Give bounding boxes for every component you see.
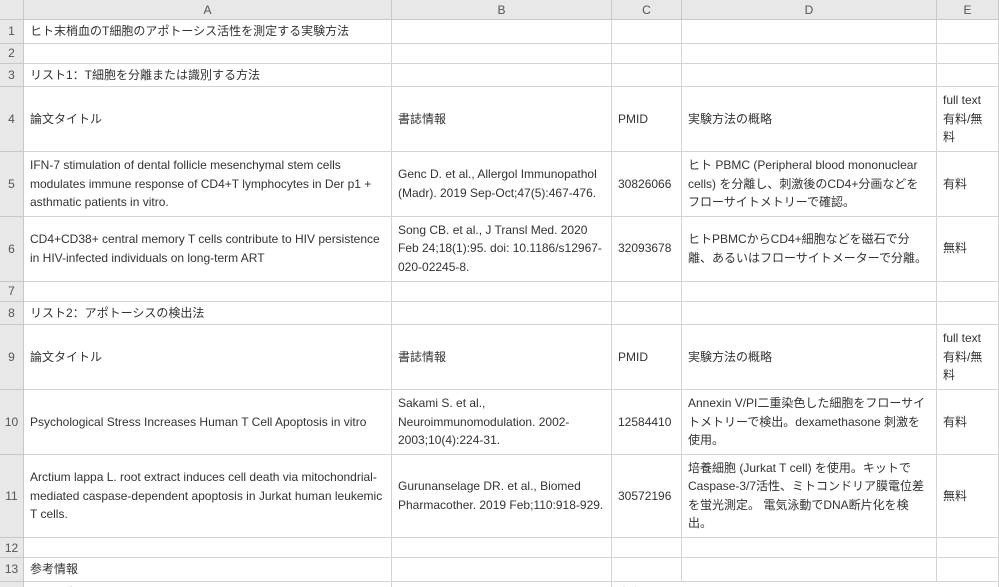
- cell[interactable]: 無料: [937, 217, 999, 282]
- cell[interactable]: [392, 558, 612, 582]
- row-header[interactable]: 4: [0, 87, 24, 152]
- cell[interactable]: [682, 538, 937, 558]
- cell[interactable]: [392, 20, 612, 44]
- cell[interactable]: [612, 538, 682, 558]
- column-header-b[interactable]: B: [392, 0, 612, 20]
- corner-cell[interactable]: [0, 0, 24, 20]
- column-header-a[interactable]: A: [24, 0, 392, 20]
- cell[interactable]: PMID: [612, 87, 682, 152]
- cell[interactable]: Arctium lappa L. root extract induces ce…: [24, 455, 392, 538]
- cell[interactable]: [682, 282, 937, 302]
- row-header[interactable]: 5: [0, 152, 24, 217]
- cell[interactable]: Genc D. et al., Allergol Immunopathol (M…: [392, 152, 612, 217]
- cell[interactable]: リスト1：T細胞を分離または識別する方法: [24, 64, 392, 88]
- cell[interactable]: サイト名: [24, 582, 392, 587]
- cell[interactable]: 内容: [612, 582, 999, 587]
- cell[interactable]: URL: [392, 582, 612, 587]
- cell[interactable]: [937, 44, 999, 64]
- row-header[interactable]: 11: [0, 455, 24, 538]
- cell[interactable]: 有料: [937, 390, 999, 455]
- cell[interactable]: [937, 538, 999, 558]
- row-header[interactable]: 10: [0, 390, 24, 455]
- cell[interactable]: [682, 302, 937, 326]
- cell[interactable]: PMID: [612, 325, 682, 390]
- cell[interactable]: 実験方法の概略: [682, 325, 937, 390]
- cell[interactable]: 参考情報: [24, 558, 392, 582]
- cell[interactable]: [24, 44, 392, 64]
- cell[interactable]: 書誌情報: [392, 87, 612, 152]
- row-header[interactable]: 6: [0, 217, 24, 282]
- cell[interactable]: [612, 302, 682, 326]
- cell[interactable]: 12584410: [612, 390, 682, 455]
- row-header[interactable]: 9: [0, 325, 24, 390]
- column-header-e[interactable]: E: [937, 0, 999, 20]
- row-header[interactable]: 7: [0, 282, 24, 302]
- cell[interactable]: Psychological Stress Increases Human T C…: [24, 390, 392, 455]
- cell[interactable]: 培養細胞 (Jurkat T cell) を使用。キットでCaspase-3/7…: [682, 455, 937, 538]
- cell[interactable]: [392, 282, 612, 302]
- cell[interactable]: [392, 44, 612, 64]
- cell[interactable]: Annexin V/PI二重染色した細胞をフローサイトメトリーで検出。dexam…: [682, 390, 937, 455]
- column-header-d[interactable]: D: [682, 0, 937, 20]
- cell[interactable]: リスト2：アポトーシスの検出法: [24, 302, 392, 326]
- column-header-c[interactable]: C: [612, 0, 682, 20]
- cell[interactable]: [392, 538, 612, 558]
- cell[interactable]: Song CB. et al., J Transl Med. 2020 Feb …: [392, 217, 612, 282]
- row-header[interactable]: 1: [0, 20, 24, 44]
- cell[interactable]: [392, 64, 612, 88]
- cell[interactable]: 書誌情報: [392, 325, 612, 390]
- cell[interactable]: [612, 282, 682, 302]
- row-header[interactable]: 14: [0, 582, 24, 587]
- cell[interactable]: full text 有料/無料: [937, 87, 999, 152]
- cell[interactable]: 有料: [937, 152, 999, 217]
- cell[interactable]: [937, 64, 999, 88]
- cell[interactable]: ヒト PBMC (Peripheral blood mononuclear ce…: [682, 152, 937, 217]
- cell[interactable]: [682, 20, 937, 44]
- cell[interactable]: [937, 558, 999, 582]
- cell[interactable]: Sakami S. et al., Neuroimmunomodulation.…: [392, 390, 612, 455]
- cell[interactable]: 論文タイトル: [24, 87, 392, 152]
- cell[interactable]: 30572196: [612, 455, 682, 538]
- cell[interactable]: 無料: [937, 455, 999, 538]
- cell[interactable]: ヒト末梢血のT細胞のアポトーシス活性を測定する実験方法: [24, 20, 392, 44]
- cell[interactable]: Gurunanselage DR. et al., Biomed Pharmac…: [392, 455, 612, 538]
- cell[interactable]: [612, 44, 682, 64]
- cell[interactable]: [612, 558, 682, 582]
- cell[interactable]: [937, 20, 999, 44]
- row-header[interactable]: 13: [0, 558, 24, 582]
- cell[interactable]: [612, 64, 682, 88]
- cell[interactable]: [682, 64, 937, 88]
- cell[interactable]: [937, 302, 999, 326]
- cell[interactable]: 32093678: [612, 217, 682, 282]
- cell[interactable]: IFN-7 stimulation of dental follicle mes…: [24, 152, 392, 217]
- cell[interactable]: 30826066: [612, 152, 682, 217]
- cell[interactable]: CD4+CD38+ central memory T cells contrib…: [24, 217, 392, 282]
- row-header[interactable]: 8: [0, 302, 24, 326]
- cell[interactable]: [612, 20, 682, 44]
- cell[interactable]: 論文タイトル: [24, 325, 392, 390]
- row-header[interactable]: 3: [0, 64, 24, 88]
- row-header[interactable]: 12: [0, 538, 24, 558]
- spreadsheet-grid[interactable]: ABCDE 1ヒト末梢血のT細胞のアポトーシス活性を測定する実験方法23リスト1：…: [0, 0, 999, 587]
- row-header[interactable]: 2: [0, 44, 24, 64]
- cell[interactable]: [392, 302, 612, 326]
- cell[interactable]: [937, 282, 999, 302]
- cell[interactable]: [682, 44, 937, 64]
- cell[interactable]: full text 有料/無料: [937, 325, 999, 390]
- cell[interactable]: 実験方法の概略: [682, 87, 937, 152]
- cell[interactable]: [24, 538, 392, 558]
- cell[interactable]: [24, 282, 392, 302]
- cell[interactable]: ヒトPBMCからCD4+細胞などを磁石で分離、あるいはフローサイトメーターで分離…: [682, 217, 937, 282]
- cell[interactable]: [682, 558, 937, 582]
